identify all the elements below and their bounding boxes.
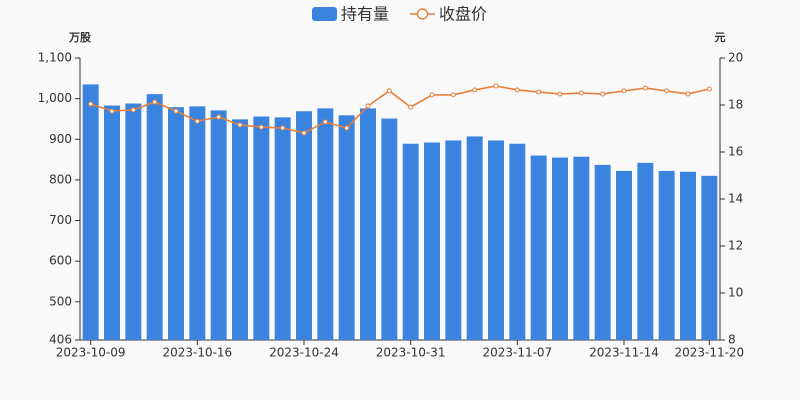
y2-tick-label: 10 (728, 286, 743, 300)
legend-swatch (312, 7, 337, 21)
line-point (237, 122, 243, 128)
line-point (600, 91, 606, 97)
line-point (386, 88, 392, 94)
line-point (706, 86, 712, 92)
y-tick-label: 500 (49, 294, 72, 308)
legend-label: 收盘价 (439, 5, 487, 24)
bar (509, 143, 526, 340)
line-point (109, 108, 115, 114)
bar (168, 107, 184, 340)
bar (488, 140, 504, 340)
line-point (173, 108, 179, 114)
bar (210, 110, 227, 340)
bar (125, 103, 142, 340)
bar (573, 156, 590, 340)
bar (274, 117, 291, 340)
bar (253, 116, 270, 340)
line-point (365, 103, 371, 109)
bar (594, 164, 611, 340)
line-point (578, 90, 584, 96)
line-point (450, 92, 456, 98)
y2-tick-label: 12 (728, 239, 743, 253)
y-axis-label: 万股 (68, 31, 92, 44)
y-tick-label: 1,100 (38, 51, 72, 65)
bar (658, 170, 675, 340)
y-tick-label: 600 (49, 254, 72, 268)
x-tick-label: 2023-11-07 (482, 346, 552, 360)
y-tick-label: 700 (49, 213, 72, 227)
line-point (493, 83, 499, 89)
x-tick-label: 2023-11-14 (589, 346, 659, 360)
bar (82, 84, 99, 340)
line-point (429, 92, 435, 98)
bar (402, 143, 419, 340)
line-point (130, 107, 136, 113)
line-point (258, 124, 264, 130)
x-tick-label: 2023-11-20 (674, 346, 744, 360)
line-point (685, 91, 691, 97)
x-tick-label: 2023-10-31 (376, 346, 446, 360)
bar (104, 105, 120, 341)
line-point (621, 88, 627, 94)
legend-swatch (416, 8, 429, 20)
bar (317, 108, 334, 340)
line-point (664, 88, 670, 94)
bar (146, 94, 163, 340)
line-point (301, 130, 307, 136)
x-tick-label: 2023-10-16 (162, 346, 232, 360)
line-point (152, 99, 158, 105)
bar (466, 136, 483, 340)
y-tick-label: 900 (49, 132, 72, 146)
legend-label: 持有量 (341, 5, 389, 24)
x-tick-label: 2023-10-09 (56, 346, 126, 360)
bar (680, 171, 696, 340)
line-point (514, 87, 520, 93)
y-tick-label: 800 (49, 172, 72, 186)
bar (701, 175, 718, 340)
line-point (642, 85, 648, 91)
y2-tick-label: 16 (728, 145, 743, 159)
bar (616, 170, 632, 340)
line-point (344, 125, 350, 131)
line-point (322, 119, 328, 125)
bar (189, 106, 206, 341)
bar (338, 115, 355, 340)
x-tick-label: 2023-10-24 (269, 346, 339, 360)
bar (360, 108, 376, 340)
line-point (557, 91, 563, 97)
bar (424, 142, 440, 340)
y2-axis-label: 元 (715, 31, 726, 44)
line-point (194, 118, 200, 124)
line-point (536, 89, 542, 95)
bar (296, 111, 312, 340)
line-point (216, 114, 222, 120)
y2-tick-label: 18 (728, 98, 743, 112)
bar (232, 119, 248, 340)
bar (381, 118, 398, 340)
bar (445, 140, 462, 340)
bar (637, 162, 654, 340)
y-tick-label: 1,000 (38, 91, 72, 105)
line-point (408, 104, 414, 110)
bar (530, 155, 547, 340)
line-point (472, 87, 478, 93)
line (90, 85, 710, 134)
y2-tick-label: 14 (728, 192, 743, 206)
bar (552, 157, 568, 340)
line-point (88, 101, 94, 107)
line-point (280, 125, 286, 131)
y2-tick-label: 8 (728, 333, 736, 347)
y-tick-label: 406 (49, 333, 72, 347)
y2-tick-label: 20 (728, 51, 743, 65)
